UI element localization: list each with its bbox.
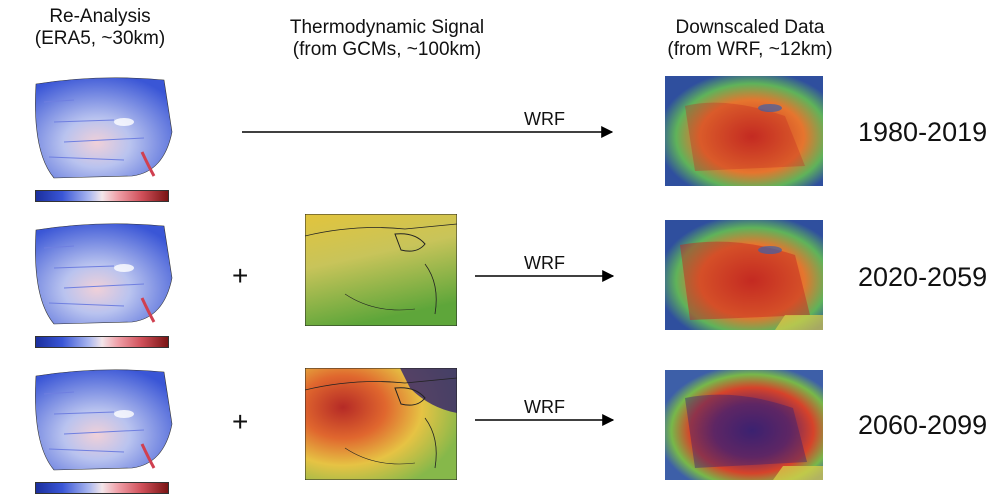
thermodynamic-header: Thermodynamic Signal (from GCMs, ~100km) [262, 17, 512, 61]
thermodynamic-title: Thermodynamic Signal [289, 17, 485, 38]
plus-sign: + [232, 260, 249, 291]
gcm-signal-map [305, 368, 457, 480]
reanalysis-subtitle: (ERA5, ~30km) [34, 28, 166, 49]
row-2020-2059: + WRF 2020-2059 [0, 214, 1000, 358]
era5-map [14, 218, 184, 330]
reanalysis-header: Re-Analysis (ERA5, ~30km) [10, 6, 190, 50]
period-label: 1980-2019 [858, 117, 988, 147]
wrf-downscaled-map [665, 220, 823, 330]
row-1980-2019: WRF 1980-2019 [0, 72, 1000, 212]
wrf-arrow-label: WRF [524, 109, 565, 129]
wrf-arrow-label: WRF [524, 253, 565, 273]
wrf-arrow-label: WRF [524, 397, 565, 417]
wrf-downscaled-map [665, 370, 823, 480]
era5-colorbar [35, 190, 169, 202]
gcm-signal-map [305, 214, 457, 326]
wrf-downscaled-map [665, 76, 823, 186]
wrf-arrow [242, 126, 614, 138]
era5-map [14, 364, 184, 476]
reanalysis-title: Re-Analysis [49, 6, 151, 27]
downscaled-subtitle: (from WRF, ~12km) [667, 39, 833, 60]
era5-map [14, 72, 184, 184]
era5-colorbar [35, 482, 169, 494]
wrf-arrow [475, 414, 615, 426]
downscaled-title: Downscaled Data [675, 17, 825, 38]
period-label: 2020-2059 [858, 262, 988, 292]
period-label: 2060-2099 [858, 410, 988, 440]
thermodynamic-subtitle: (from GCMs, ~100km) [292, 39, 482, 60]
wrf-arrow [475, 270, 615, 282]
downscaled-header: Downscaled Data (from WRF, ~12km) [640, 17, 860, 61]
era5-colorbar [35, 336, 169, 348]
plus-sign: + [232, 406, 249, 437]
row-2060-2099: + WRF 2060-2099 [0, 364, 1000, 504]
